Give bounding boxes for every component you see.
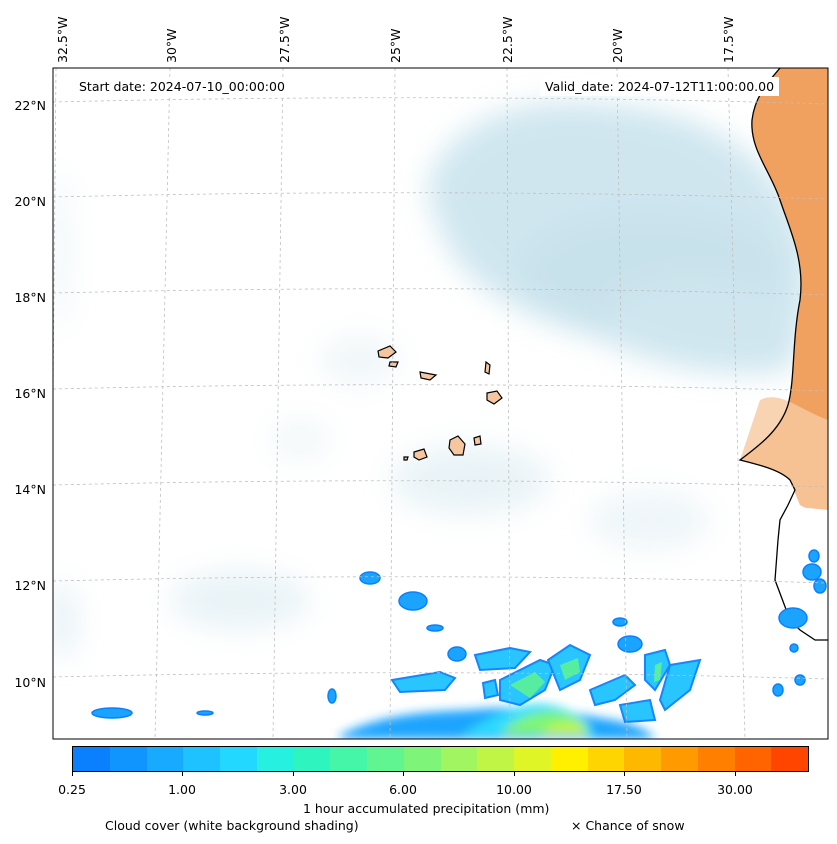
cape-verde-islands <box>377 345 503 461</box>
colorbar-tick-label: 6.00 <box>389 782 417 797</box>
start-date-label: Start date: 2024-07-10_00:00:00 <box>74 77 290 96</box>
colorbar-tickmark <box>72 772 73 776</box>
lat-label-16n: 16°N <box>14 386 46 401</box>
colorbar-tick-label: 3.00 <box>279 782 307 797</box>
lat-label-18n: 18°N <box>14 290 46 305</box>
colorbar-tickmark <box>624 772 625 776</box>
colorbar-segment <box>146 747 184 771</box>
colorbar-segment <box>293 747 331 771</box>
colorbar-segment <box>477 747 514 771</box>
colorbar-segment <box>734 747 772 771</box>
lat-label-10n: 10°N <box>14 675 46 690</box>
colorbar-segment <box>661 747 698 771</box>
colorbar-tick-label: 30.00 <box>717 782 753 797</box>
colorbar-segment <box>587 747 625 771</box>
snow-caption: × Chance of snow <box>571 818 685 833</box>
colorbar-segment <box>697 747 735 771</box>
colorbar-segment <box>183 747 220 771</box>
colorbar-title: 1 hour accumulated precipitation (mm) <box>303 801 550 816</box>
graticule <box>53 68 828 739</box>
colorbar-tick-label: 1.00 <box>168 782 196 797</box>
colorbar-segment <box>109 747 147 771</box>
lon-label-17.5w: 17.5°W <box>721 16 736 63</box>
colorbar-segment <box>73 747 110 771</box>
colorbar-segment <box>514 747 551 771</box>
colorbar-tickmark <box>735 772 736 776</box>
colorbar-segment <box>256 747 294 771</box>
lat-label-22n: 22°N <box>14 98 46 113</box>
cloud-cover-caption: Cloud cover (white background shading) <box>105 818 359 833</box>
colorbar-segment <box>550 747 588 771</box>
lon-label-32.5w: 32.5°W <box>55 16 70 63</box>
colorbar-segment <box>440 747 478 771</box>
colorbar-tickmark <box>182 772 183 776</box>
valid-date-label: Valid_date: 2024-07-12T11:00:00.00 <box>540 77 780 96</box>
lat-label-12n: 12°N <box>14 578 46 593</box>
lon-label-27.5w: 27.5°W <box>277 16 292 63</box>
colorbar-tickmark <box>293 772 294 776</box>
colorbar-tick-label: 0.25 <box>58 782 86 797</box>
map-frame <box>52 67 829 740</box>
colorbar-segment <box>403 747 441 771</box>
lon-label-20w: 20°W <box>610 28 625 63</box>
colorbar-segment <box>771 747 808 771</box>
lon-label-22.5w: 22.5°W <box>500 16 515 63</box>
colorbar-segment <box>367 747 404 771</box>
colorbar-tick-label: 17.50 <box>606 782 642 797</box>
lon-label-25w: 25°W <box>388 28 403 63</box>
precipitation-colorbar <box>72 746 809 772</box>
colorbar-tick-label: 10.00 <box>496 782 532 797</box>
lon-label-30w: 30°W <box>164 28 179 63</box>
lat-label-14n: 14°N <box>14 482 46 497</box>
colorbar-segment <box>220 747 257 771</box>
colorbar-segment <box>330 747 367 771</box>
colorbar-tickmark <box>403 772 404 776</box>
colorbar-segment <box>624 747 661 771</box>
lat-label-20n: 20°N <box>14 194 46 209</box>
colorbar-tickmark <box>514 772 515 776</box>
precipitation-layer <box>91 549 827 739</box>
africa-land <box>738 68 828 641</box>
